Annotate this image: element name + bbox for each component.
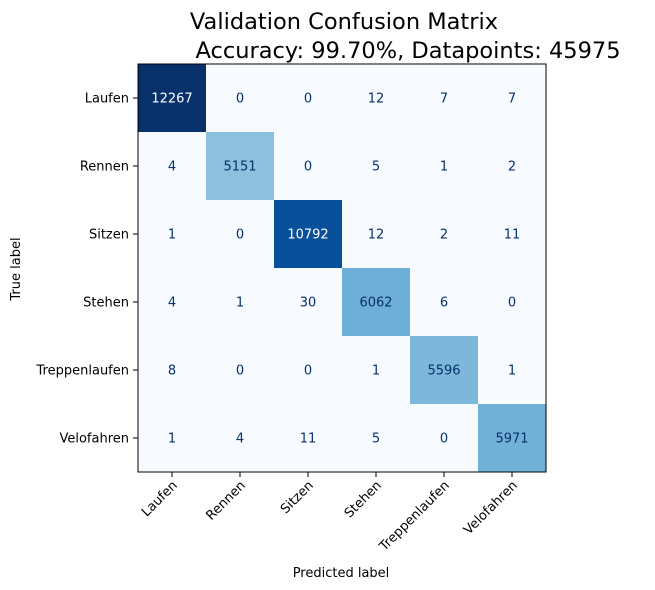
cell-value-label: 6062 — [359, 296, 392, 311]
cell-value-label: 7 — [508, 92, 516, 107]
heatmap-cell — [410, 268, 478, 336]
y-tick-label: Stehen — [83, 296, 129, 311]
heatmap-cell — [274, 200, 342, 268]
cell-value-label: 11 — [300, 432, 317, 447]
cell-value-label: 2 — [440, 228, 448, 243]
heatmap-cell — [410, 336, 478, 404]
plot-frame — [137, 63, 547, 473]
heatmap-cell — [342, 64, 410, 132]
heatmap-cell — [478, 132, 546, 200]
heatmap-cell — [274, 404, 342, 472]
heatmap-cell — [342, 200, 410, 268]
heatmap-cell — [274, 64, 342, 132]
cell-value-label: 5 — [372, 432, 380, 447]
cell-value-label: 1 — [168, 228, 176, 243]
y-axis-label: True label — [9, 237, 24, 301]
cell-value-label: 2 — [508, 160, 516, 175]
y-tick-label: Sitzen — [89, 228, 129, 243]
cell-value-label: 7 — [440, 92, 448, 107]
cell-value-label: 4 — [168, 296, 176, 311]
cell-value-label: 5151 — [223, 160, 256, 175]
heatmap-cell — [342, 336, 410, 404]
x-axis-label: Predicted label — [293, 566, 390, 581]
cell-value-label: 0 — [440, 432, 448, 447]
chart-subtitle: Accuracy: 99.70%, Datapoints: 45975 — [195, 38, 620, 64]
x-tick-label: Laufen — [139, 478, 181, 520]
heatmap-cell — [478, 404, 546, 472]
heatmap-cell — [274, 268, 342, 336]
y-axis-ticks: Laufen Rennen Sitzen Stehen Treppenlaufen Vel… — [36, 92, 138, 447]
cell-value-label: 0 — [236, 228, 244, 243]
y-tick-label: Laufen — [85, 92, 129, 107]
x-tick-label: Stehen — [342, 478, 385, 521]
cell-value-label: 0 — [236, 92, 244, 107]
heatmap-cell — [206, 200, 274, 268]
chart-title: Validation Confusion Matrix — [190, 9, 498, 35]
cell-value-label: 1 — [236, 296, 244, 311]
heatmap-cell — [478, 268, 546, 336]
cell-value-label: 12 — [368, 228, 385, 243]
heatmap-cell — [478, 200, 546, 268]
x-tick-label: Velofahren — [461, 478, 521, 538]
cell-value-label: 1 — [440, 160, 448, 175]
heatmap-cell — [206, 64, 274, 132]
heatmap-cell — [206, 404, 274, 472]
heatmap-cell — [138, 336, 206, 404]
cell-value-label: 12 — [368, 92, 385, 107]
cell-value-label: 11 — [504, 228, 521, 243]
heatmap-cell — [138, 132, 206, 200]
y-tick-label: Treppenlaufen — [36, 364, 129, 379]
cell-value-label: 6 — [440, 296, 448, 311]
heatmap-cell — [410, 200, 478, 268]
cell-value-label: 30 — [300, 296, 317, 311]
heatmap-cell — [342, 404, 410, 472]
cell-value-label: 1 — [372, 364, 380, 379]
cell-value-label: 0 — [236, 364, 244, 379]
cell-value-label: 12267 — [151, 92, 192, 107]
heatmap-cell — [478, 336, 546, 404]
cell-value-label: 10792 — [287, 228, 328, 243]
cell-value-label: 5 — [372, 160, 380, 175]
y-tick-label: Velofahren — [59, 432, 129, 447]
cell-value-label: 1 — [168, 432, 176, 447]
cell-value-label: 5971 — [495, 432, 528, 447]
heatmap-cell — [138, 268, 206, 336]
heatmap-cell — [410, 64, 478, 132]
cell-value-label: 0 — [304, 160, 312, 175]
heatmap-cell — [138, 404, 206, 472]
cell-value-label: 4 — [236, 432, 244, 447]
heatmap-cell — [138, 200, 206, 268]
heatmap-cell — [206, 132, 274, 200]
cell-value-label: 0 — [304, 364, 312, 379]
x-tick-label: Rennen — [203, 478, 248, 523]
heatmap-cell — [342, 268, 410, 336]
cell-value-label: 0 — [304, 92, 312, 107]
x-tick-label: Treppenlaufen — [376, 478, 453, 555]
x-tick-label: Sitzen — [278, 478, 317, 517]
heatmap-cell — [342, 132, 410, 200]
heatmap-cell — [138, 64, 206, 132]
y-tick-label: Rennen — [80, 160, 129, 175]
heatmap-cell — [410, 404, 478, 472]
heatmap-cell — [274, 336, 342, 404]
cell-value-label: 0 — [508, 296, 516, 311]
heatmap-cell — [410, 132, 478, 200]
heatmap-cell — [206, 336, 274, 404]
cell-value-label: 8 — [168, 364, 176, 379]
heatmap-cell — [206, 268, 274, 336]
heatmap-cell — [478, 64, 546, 132]
cell-value-label: 1 — [508, 364, 516, 379]
cell-value-label: 5596 — [427, 364, 460, 379]
cell-value-label: 4 — [168, 160, 176, 175]
heatmap-cell-labels: 12267 0 0 12 7 74 5151 0 5 1 21 0 10792 12 2 114 1 30 6062… — [151, 92, 528, 447]
heatmap-cell — [274, 132, 342, 200]
heatmap-cells — [138, 64, 546, 472]
